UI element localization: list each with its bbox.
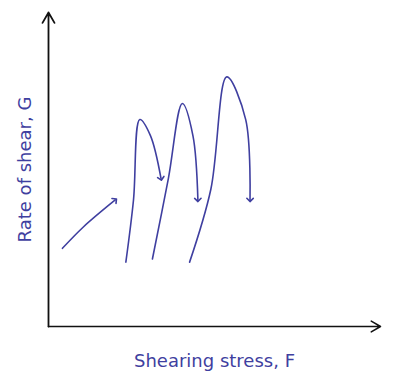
svg-text:Shearing stress, F: Shearing stress, F bbox=[134, 350, 295, 371]
svg-text:Rate of shear, G: Rate of shear, G bbox=[14, 97, 35, 243]
